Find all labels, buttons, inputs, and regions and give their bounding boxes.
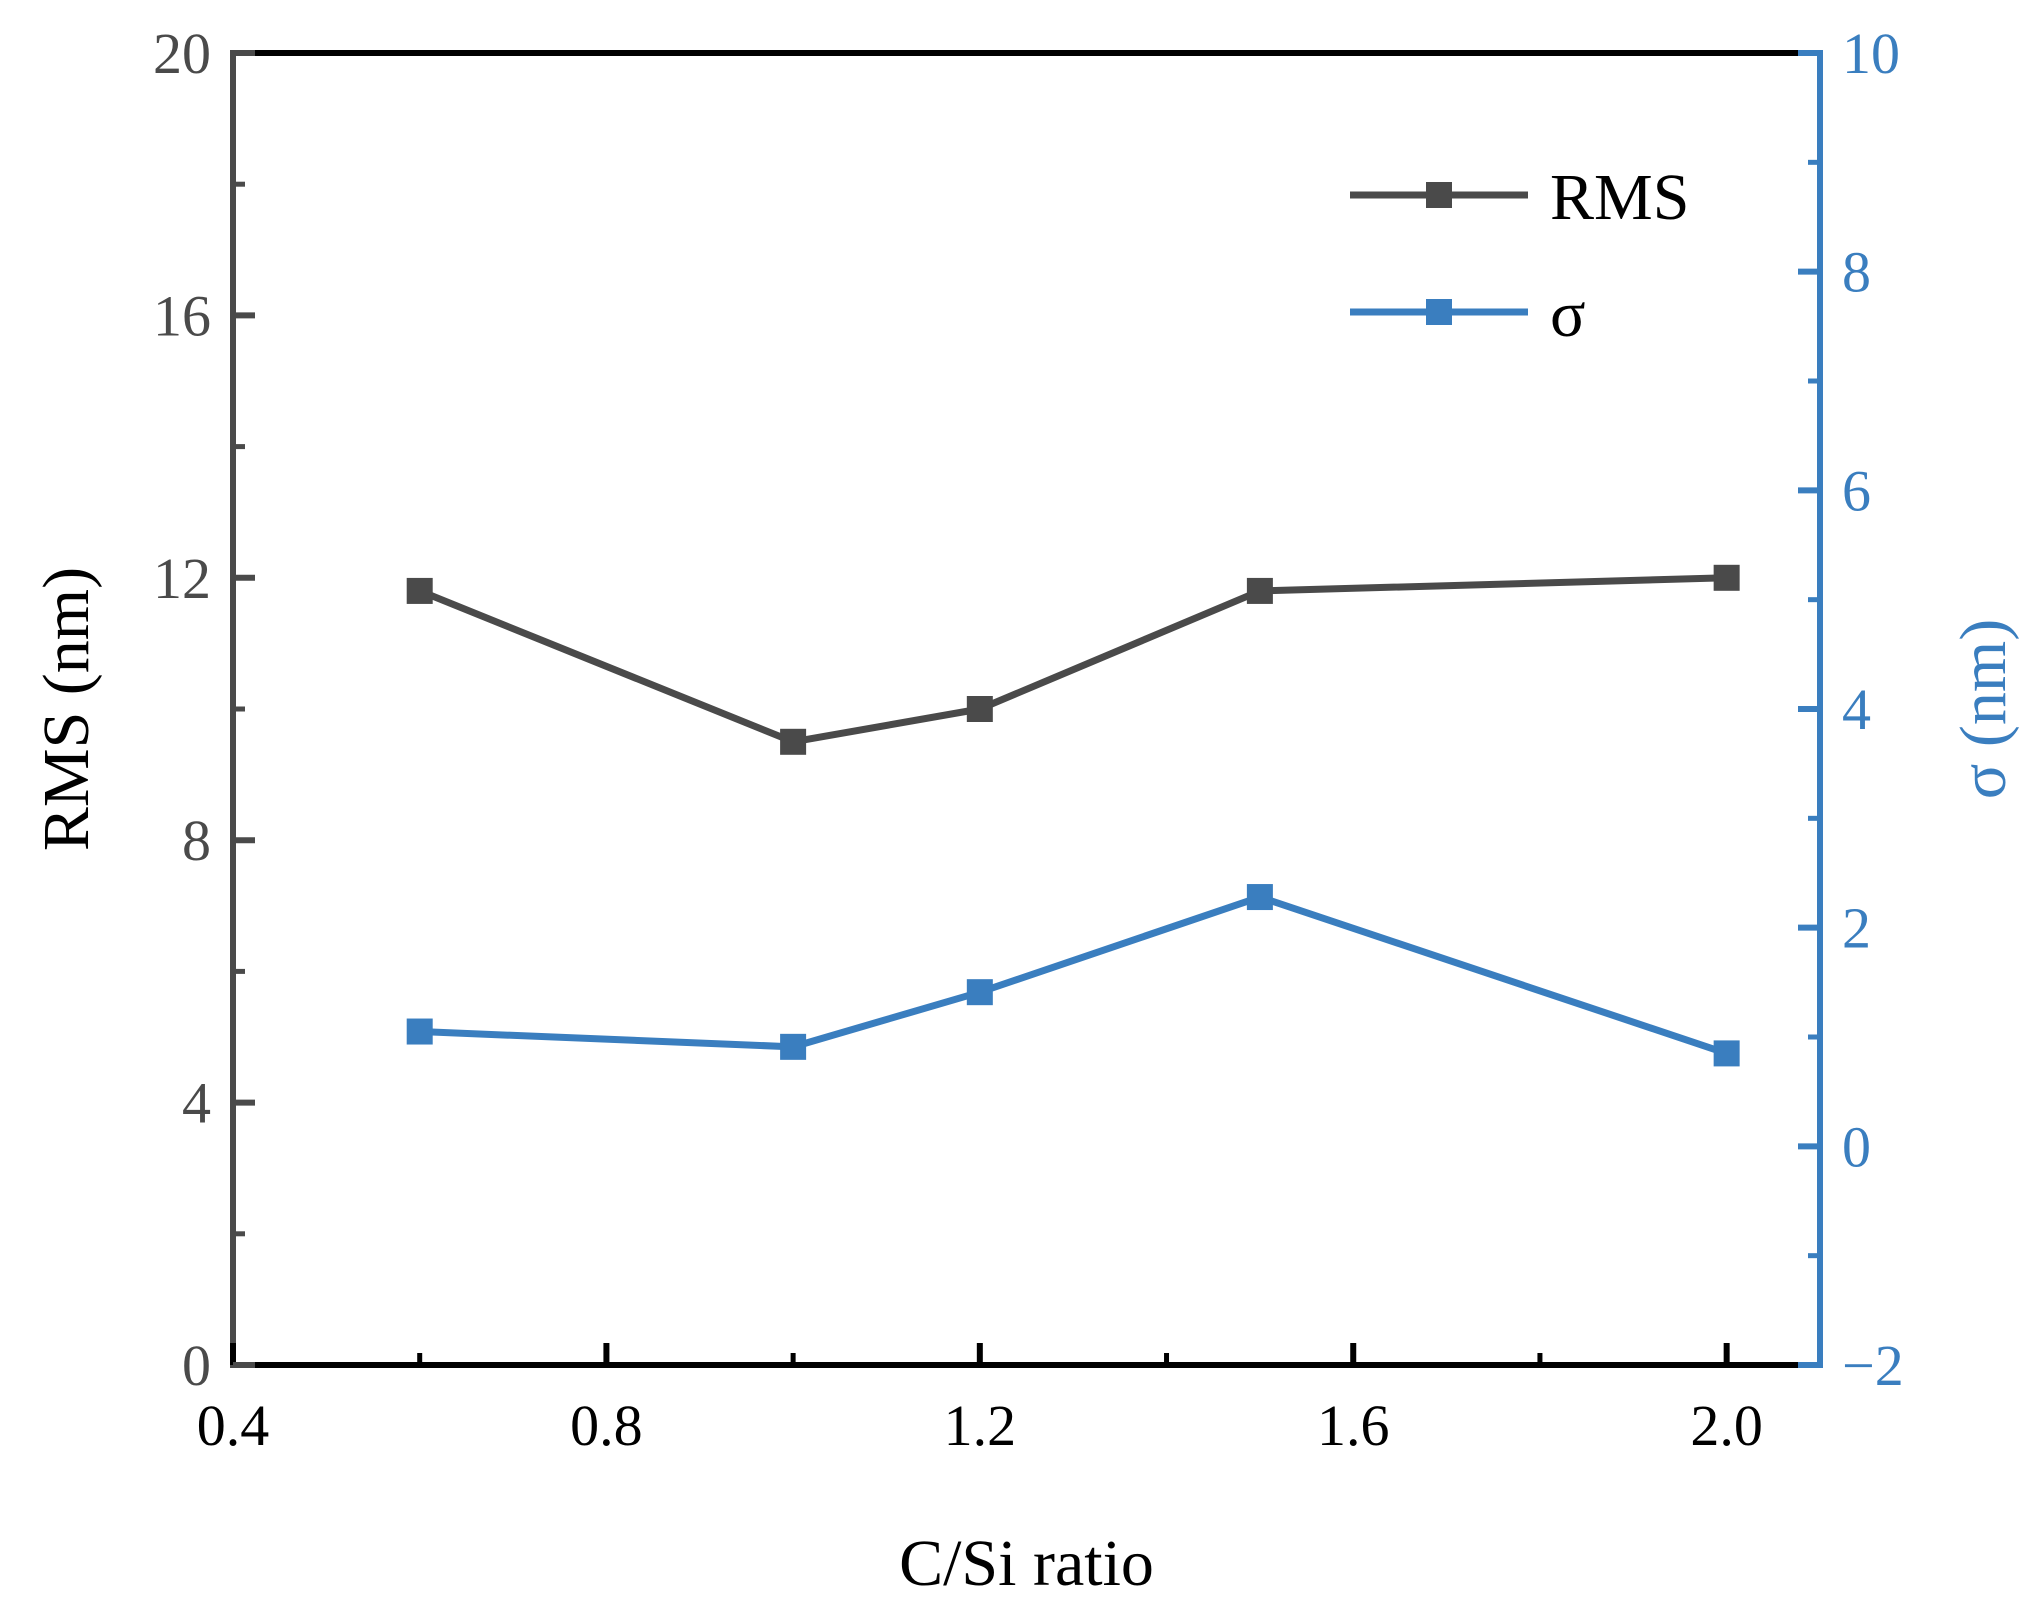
y-left-tick-label: 12 (153, 546, 211, 611)
y-left-tick-label: 4 (182, 1071, 211, 1136)
y-right-tick-label: 6 (1842, 458, 1871, 523)
x-tick-label: 0.8 (570, 1393, 643, 1458)
legend-marker (1426, 299, 1452, 325)
axes-layer: 0.4 0.8 1.2 1.6 2.0 0 4 8 12 16 20 −2 0 2 4 6 8 10 (153, 21, 1904, 1458)
y-right-tick-label: −2 (1842, 1333, 1904, 1398)
series-line-rms (418, 574, 1727, 746)
data-point-marker (966, 696, 993, 722)
legend: RMS σ (1350, 161, 1689, 351)
legend-label: RMS (1550, 161, 1689, 234)
data-point-marker (1713, 1040, 1740, 1067)
data-point-marker (780, 1033, 807, 1060)
y-axis-left-title: RMS (nm) (30, 567, 103, 851)
y-left-tick-label: 20 (153, 21, 211, 86)
y-left-tick-label: 8 (182, 808, 211, 873)
y-axis-right-title: σ (nm) (1947, 619, 2020, 799)
data-point-marker (1246, 884, 1273, 911)
series-line-sigma (419, 893, 1728, 1057)
y-right-tick-label: 8 (1842, 240, 1871, 305)
y-left-tick-label: 16 (153, 283, 211, 348)
data-point-marker (780, 728, 807, 755)
x-tick-label: 1.6 (1317, 1393, 1390, 1458)
data-point-marker (1713, 564, 1740, 591)
y-left-tick-label: 0 (182, 1333, 211, 1398)
y-right-tick-label: 4 (1842, 677, 1871, 742)
data-point-marker (1246, 577, 1273, 604)
legend-label: σ (1550, 278, 1586, 351)
legend-marker (1426, 182, 1452, 208)
y-right-tick-label: 10 (1842, 21, 1900, 86)
y-right-tick-label: 0 (1842, 1114, 1871, 1179)
y-right-tick-label: 2 (1842, 896, 1871, 961)
x-axis-title: C/Si ratio (899, 1527, 1154, 1600)
data-point-marker (966, 979, 993, 1006)
data-point-marker (406, 1018, 433, 1045)
x-tick-label: 1.2 (944, 1393, 1017, 1458)
data-point-marker (406, 577, 433, 604)
x-tick-label: 0.4 (197, 1393, 270, 1458)
x-tick-label: 2.0 (1690, 1393, 1763, 1458)
series-layer (406, 564, 1740, 1067)
